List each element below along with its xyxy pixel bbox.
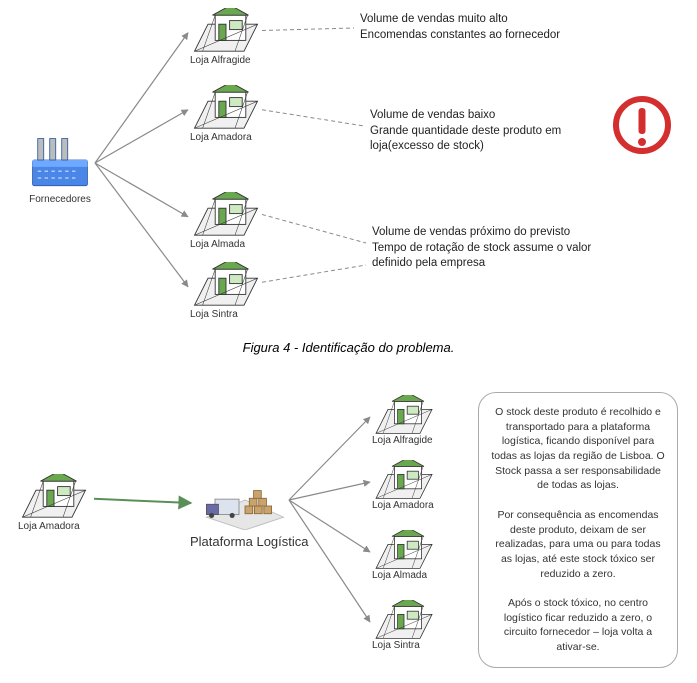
store-label-sintra: Loja Sintra [190, 309, 262, 320]
desc-alfragide: Volume de vendas muito altoEncomendas co… [360, 12, 570, 43]
source-store-label: Loja Amadora [18, 521, 90, 532]
store-icon-almada [190, 192, 262, 242]
platform-icon [195, 470, 295, 535]
supplier-icon [25, 130, 95, 195]
d2-store-icon-amadora [372, 460, 436, 505]
supplier-label: Fornecedores [20, 194, 100, 205]
alert-icon [612, 95, 672, 160]
store-label-almada: Loja Almada [190, 239, 262, 250]
d2-store-label-amadora: Loja Amadora [372, 500, 436, 511]
figure-caption: Figura 4 - Identificação do problema. [0, 340, 697, 355]
desc-almada-sintra: Volume de vendas próximo do previstoTemp… [372, 225, 592, 272]
d2-store-label-almada: Loja Almada [372, 570, 436, 581]
store-icon-alfragide [190, 8, 262, 58]
desc-amadora: Volume de vendas baixoGrande quantidade … [370, 108, 590, 155]
d2-store-icon-almada [372, 530, 436, 575]
d2-store-label-sintra: Loja Sintra [372, 640, 436, 651]
diagram-canvas: Fornecedores Loja Alfragide Loja Amadora… [0, 0, 697, 683]
store-icon-amadora [190, 85, 262, 135]
store-icon-sintra [190, 262, 262, 312]
store-label-amadora: Loja Amadora [190, 132, 262, 143]
source-store-icon [18, 474, 90, 524]
callout-p2: Por consequência as encomendas deste pro… [489, 508, 667, 581]
platform-label: Plataforma Logística [190, 534, 309, 549]
d2-store-icon-alfragide [372, 395, 436, 440]
store-label-alfragide: Loja Alfragide [190, 55, 262, 66]
callout-box: O stock deste produto é recolhido e tran… [478, 392, 678, 668]
d2-store-icon-sintra [372, 600, 436, 645]
callout-p3: Após o stock tóxico, no centro logístico… [489, 596, 667, 655]
d2-store-label-alfragide: Loja Alfragide [372, 435, 436, 446]
callout-p1: O stock deste produto é recolhido e tran… [489, 405, 667, 493]
